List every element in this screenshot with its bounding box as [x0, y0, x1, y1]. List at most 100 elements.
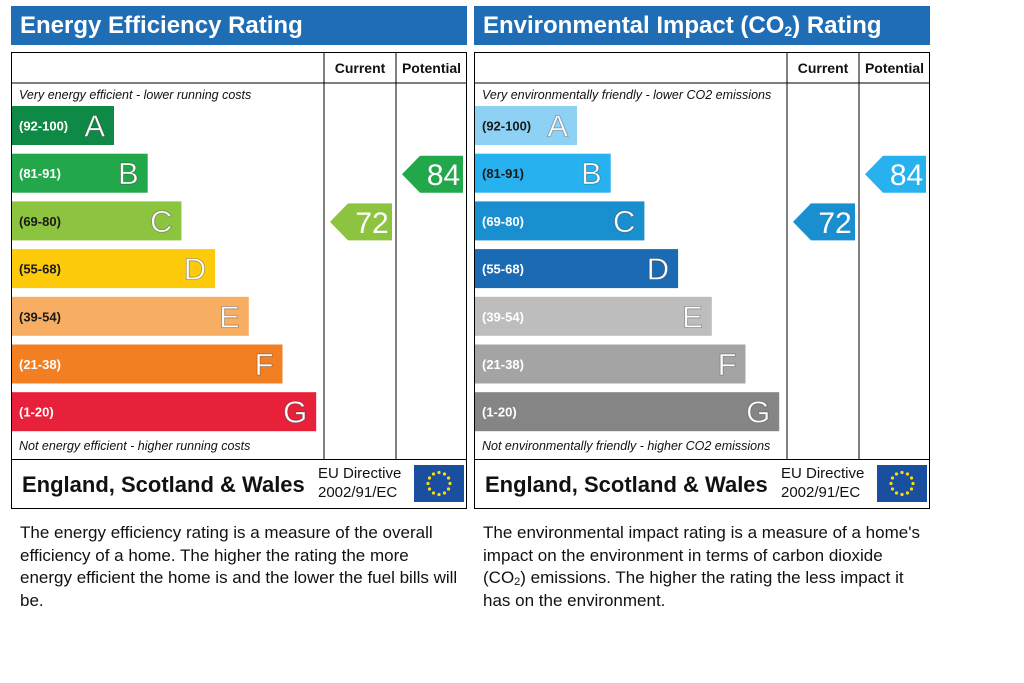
- eu-flag-star: [442, 491, 447, 495]
- env-band-letter-g: G: [746, 395, 770, 430]
- energy-efficiency-panel: Energy Efficiency Rating Current Potentia…: [11, 6, 467, 610]
- eu-flag-star: [890, 487, 895, 491]
- energy-current-header: Current: [335, 60, 386, 76]
- env-band-c: [475, 201, 645, 241]
- env-current-value: 72: [818, 207, 851, 240]
- environmental-impact-panel: Environmental Impact (CO2) Rating Curren…: [474, 6, 930, 610]
- energy-band-f: [12, 344, 283, 384]
- env-potential-header: Potential: [865, 60, 924, 76]
- energy-band-range-a: (92-100): [19, 119, 68, 134]
- eu-flag-star: [442, 472, 447, 476]
- env-desc-sub: 2: [514, 576, 521, 588]
- env-title-sub: 2: [784, 23, 793, 39]
- env-band-range-b: (81-91): [482, 166, 524, 181]
- energy-efficiency-chart: Current Potential Very energy efficient - …: [11, 52, 467, 460]
- env-current-header: Current: [798, 60, 849, 76]
- env-description: The environmental impact rating is a mea…: [483, 522, 923, 612]
- env-band-range-c: (69-80): [482, 214, 524, 229]
- energy-directive-line1: EU Directive: [318, 465, 402, 482]
- eu-flag-star: [437, 492, 441, 497]
- energy-band-letter-b: B: [118, 156, 139, 191]
- env-potential-arrow: [865, 155, 926, 193]
- eu-flag-star: [905, 491, 910, 495]
- env-potential-value: 84: [890, 159, 923, 192]
- energy-current-arrow: [330, 203, 392, 241]
- env-band-e: [475, 296, 712, 336]
- env-band-range-e: (39-54): [482, 309, 524, 324]
- eu-flag-star: [900, 470, 904, 475]
- energy-band-c: [12, 201, 182, 241]
- env-footer-country: England, Scotland & Wales: [485, 472, 768, 497]
- energy-top-caption: Very energy efficient - lower running co…: [19, 88, 251, 102]
- energy-frame: [11, 52, 467, 460]
- energy-band-range-e: (39-54): [19, 309, 61, 324]
- eu-flag-star: [446, 487, 451, 491]
- energy-efficiency-title: Energy Efficiency Rating: [11, 6, 467, 45]
- energy-band-range-c: (69-80): [19, 214, 61, 229]
- energy-potential-arrow: [402, 155, 463, 193]
- energy-bottom-caption: Not energy efficient - higher running co…: [19, 439, 250, 453]
- energy-current-value: 72: [355, 207, 388, 240]
- eu-flag-star: [905, 472, 910, 476]
- env-directive-line1: EU Directive: [781, 465, 865, 482]
- env-band-letter-c: C: [613, 204, 635, 239]
- eu-flag-star: [909, 487, 914, 491]
- energy-band-letter-a: A: [84, 109, 105, 144]
- energy-description: The energy efficiency rating is a measur…: [20, 523, 458, 610]
- eu-flag-icon: [877, 465, 927, 502]
- eu-flag-star: [448, 481, 452, 486]
- eu-flag-star: [437, 470, 441, 475]
- eu-flag-star: [890, 476, 895, 480]
- eu-flag-star: [894, 491, 899, 495]
- env-footer: England, Scotland & Wales EU Directive 2…: [474, 460, 930, 509]
- energy-band-range-d: (55-68): [19, 262, 61, 277]
- env-directive-line2: 2002/91/EC: [781, 484, 861, 501]
- energy-footer-country: England, Scotland & Wales: [22, 472, 305, 497]
- energy-band-range-b: (81-91): [19, 166, 61, 181]
- eu-flag-star: [894, 472, 899, 476]
- environmental-impact-chart: Current Potential Very environmentally fri…: [474, 52, 930, 460]
- eu-flag-star: [427, 476, 432, 480]
- env-band-letter-f: F: [718, 347, 737, 382]
- eu-flag-background: [877, 465, 927, 502]
- energy-band-range-f: (21-38): [19, 357, 61, 372]
- env-band-g: [475, 392, 780, 432]
- env-band-a: [475, 106, 577, 145]
- energy-band-letter-g: G: [283, 395, 307, 430]
- energy-band-range-g: (1-20): [19, 405, 54, 420]
- env-bottom-caption: Not environmentally friendly - higher CO…: [482, 439, 770, 453]
- env-band-d: [475, 249, 679, 289]
- energy-footer: England, Scotland & Wales EU Directive 2…: [11, 460, 467, 509]
- env-band-b: [475, 153, 611, 193]
- env-band-range-g: (1-20): [482, 405, 517, 420]
- energy-band-a: [12, 106, 114, 145]
- energy-band-e: [12, 296, 249, 336]
- env-title-main: Environmental Impact (CO: [483, 12, 785, 39]
- environmental-impact-title: Environmental Impact (CO2) Rating: [474, 6, 930, 45]
- eu-flag-star: [431, 472, 436, 476]
- energy-potential-header: Potential: [402, 60, 461, 76]
- env-top-caption: Very environmentally friendly - lower CO…: [482, 88, 771, 102]
- eu-flag-star: [900, 492, 904, 497]
- energy-band-letter-f: F: [255, 347, 274, 382]
- energy-potential-value: 84: [427, 159, 460, 192]
- eu-flag-star: [426, 481, 430, 486]
- energy-band-letter-d: D: [184, 252, 206, 287]
- env-current-arrow: [793, 203, 855, 241]
- env-band-f: [475, 344, 746, 384]
- eu-flag-background: [414, 465, 464, 502]
- eu-flag-star: [911, 481, 915, 486]
- env-desc-part2: ) emissions. The higher the rating the l…: [483, 568, 904, 610]
- energy-directive-line2: 2002/91/EC: [318, 484, 398, 501]
- energy-band-g: [12, 392, 317, 432]
- env-band-letter-b: B: [581, 156, 602, 191]
- env-footer-directive: EU Directive 2002/91/EC: [781, 464, 864, 502]
- energy-band-b: [12, 153, 148, 193]
- eu-flag-star: [909, 476, 914, 480]
- eu-flag-star: [889, 481, 893, 486]
- env-band-range-f: (21-38): [482, 357, 524, 372]
- env-band-range-d: (55-68): [482, 262, 524, 277]
- env-title-end: ) Rating: [792, 12, 882, 39]
- env-band-letter-a: A: [547, 109, 568, 144]
- eu-flag-icon: [414, 465, 464, 502]
